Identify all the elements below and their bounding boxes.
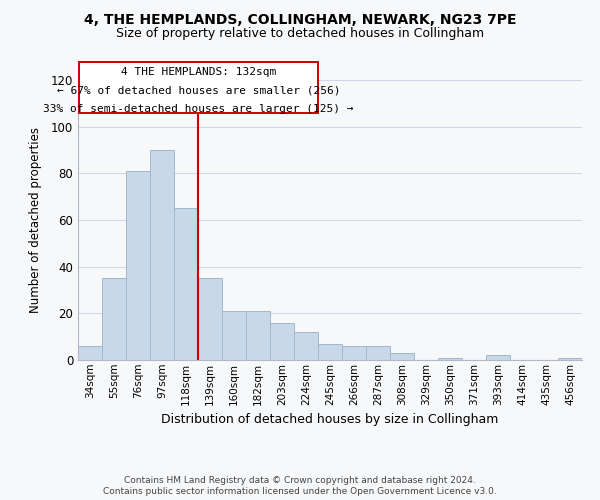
Text: 33% of semi-detached houses are larger (125) →: 33% of semi-detached houses are larger (… [43,104,354,114]
Bar [150,150,174,360]
Bar [366,346,390,360]
Y-axis label: Number of detached properties: Number of detached properties [29,127,43,313]
Bar [438,358,462,360]
Bar [102,278,126,360]
Bar [294,332,318,360]
FancyBboxPatch shape [79,62,318,112]
Bar [558,358,582,360]
Bar [174,208,198,360]
Text: Contains public sector information licensed under the Open Government Licence v3: Contains public sector information licen… [103,488,497,496]
Bar [318,344,342,360]
Bar [486,356,510,360]
Bar [198,278,222,360]
X-axis label: Distribution of detached houses by size in Collingham: Distribution of detached houses by size … [161,413,499,426]
Bar [246,311,270,360]
Text: 4, THE HEMPLANDS, COLLINGHAM, NEWARK, NG23 7PE: 4, THE HEMPLANDS, COLLINGHAM, NEWARK, NG… [84,12,516,26]
Text: Contains HM Land Registry data © Crown copyright and database right 2024.: Contains HM Land Registry data © Crown c… [124,476,476,485]
Bar [78,346,102,360]
Bar [342,346,366,360]
Bar [270,322,294,360]
Bar [390,353,414,360]
Text: Size of property relative to detached houses in Collingham: Size of property relative to detached ho… [116,28,484,40]
Text: 4 THE HEMPLANDS: 132sqm: 4 THE HEMPLANDS: 132sqm [121,68,276,78]
Text: ← 67% of detached houses are smaller (256): ← 67% of detached houses are smaller (25… [57,86,340,96]
Bar [222,311,246,360]
Bar [126,171,150,360]
